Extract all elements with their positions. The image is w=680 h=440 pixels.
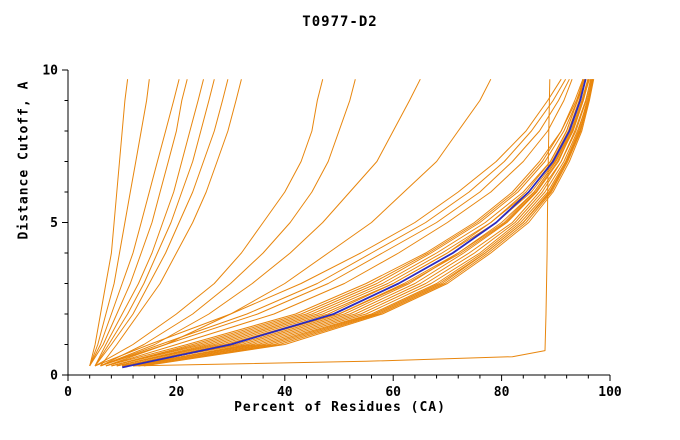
- model-34: [89, 79, 188, 367]
- model-11: [111, 79, 587, 367]
- model-10: [127, 79, 590, 367]
- model-03: [132, 79, 592, 367]
- model-20: [138, 79, 594, 367]
- model-24: [100, 78, 567, 367]
- model-28: [105, 78, 492, 367]
- model-30: [89, 79, 150, 367]
- model-37: [132, 79, 551, 367]
- model-16: [127, 79, 591, 367]
- highlighted-model: [122, 78, 587, 369]
- model-29: [89, 79, 129, 367]
- model-12: [132, 79, 593, 367]
- model-32: [94, 79, 204, 367]
- model-27: [100, 78, 421, 367]
- x-tick-label: 20: [169, 385, 185, 400]
- model-18: [132, 79, 593, 367]
- x-tick-label: 100: [598, 385, 622, 400]
- model-09: [116, 79, 585, 367]
- model-25: [94, 79, 324, 367]
- model-33: [94, 79, 229, 367]
- x-axis-label: Percent of Residues (CA): [234, 400, 446, 415]
- model-35: [100, 79, 242, 367]
- y-tick-label: 5: [50, 216, 58, 231]
- model-14: [143, 79, 595, 367]
- chart-title: T0977-D2: [302, 14, 378, 30]
- y-tick-label: 10: [42, 64, 58, 79]
- model-17: [111, 79, 585, 367]
- model-36: [94, 79, 215, 367]
- y-tick-label: 0: [50, 369, 58, 384]
- x-tick-label: 40: [277, 385, 293, 400]
- model-22: [105, 79, 573, 367]
- model-31: [89, 79, 180, 367]
- x-tick-label: 0: [64, 385, 72, 400]
- model-19: [122, 79, 590, 367]
- x-tick-label: 80: [494, 385, 510, 400]
- model-23: [94, 78, 562, 367]
- model-21: [100, 78, 570, 367]
- model-26: [100, 79, 356, 367]
- x-tick-label: 60: [385, 385, 401, 400]
